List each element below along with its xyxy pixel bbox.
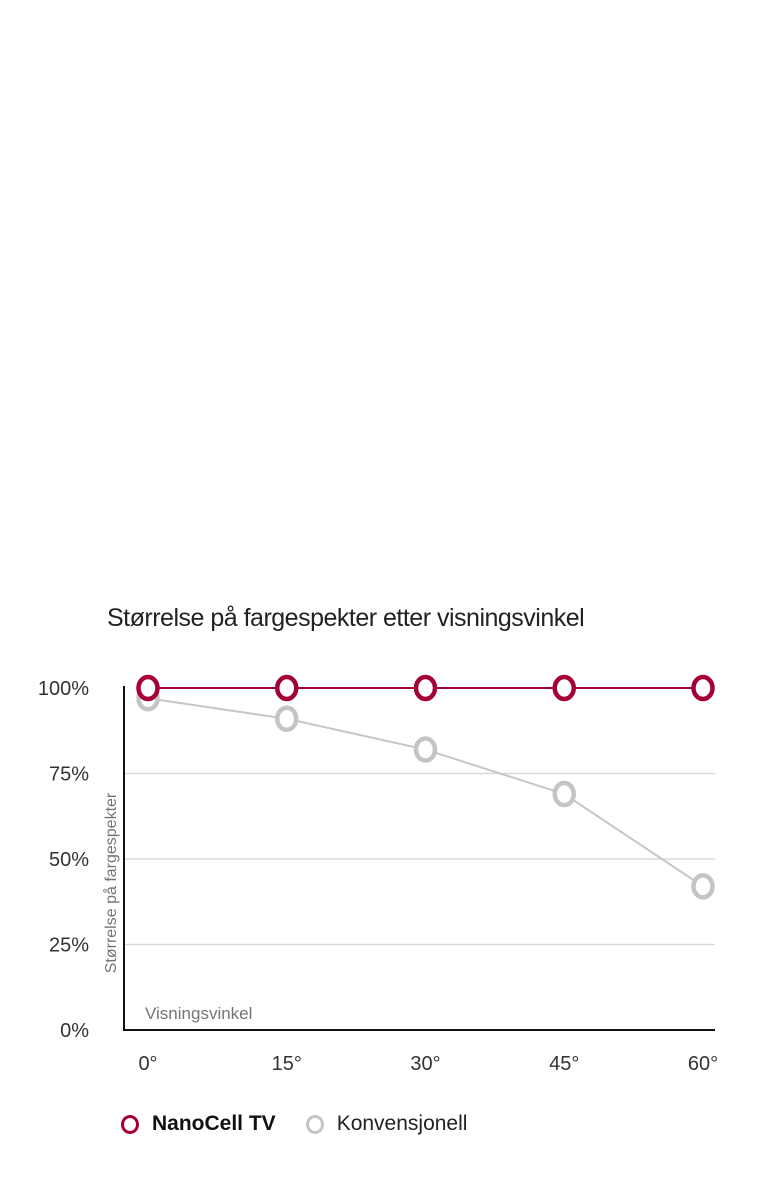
nanocell-marker-icon: [121, 1114, 139, 1134]
svg-text:0°: 0°: [138, 1053, 157, 1075]
svg-text:50%: 50%: [49, 849, 89, 871]
svg-text:45°: 45°: [549, 1053, 579, 1075]
legend-item-nanocell: NanoCell TV: [121, 1112, 276, 1136]
x-axis-title: Visningsvinkel: [145, 1004, 253, 1023]
svg-text:0%: 0%: [60, 1020, 89, 1042]
chart-title: Størrelse på fargespekter etter visnings…: [107, 604, 585, 632]
svg-text:15°: 15°: [272, 1053, 302, 1075]
svg-text:30°: 30°: [410, 1053, 440, 1075]
svg-text:75%: 75%: [49, 764, 89, 786]
legend-label-konvensjonell: Konvensjonell: [336, 1112, 468, 1135]
konvensjonell-marker-icon: [305, 1114, 324, 1134]
y-axis-title: Størrelse på fargespekter: [103, 792, 120, 974]
svg-text:25%: 25%: [49, 935, 89, 957]
legend-label-nanocell: NanoCell TV: [152, 1112, 276, 1135]
legend: NanoCell TV Konvensjonell: [121, 1112, 467, 1136]
svg-text:60°: 60°: [688, 1053, 718, 1075]
legend-item-konvensjonell: Konvensjonell: [305, 1112, 468, 1136]
svg-text:100%: 100%: [38, 678, 89, 700]
